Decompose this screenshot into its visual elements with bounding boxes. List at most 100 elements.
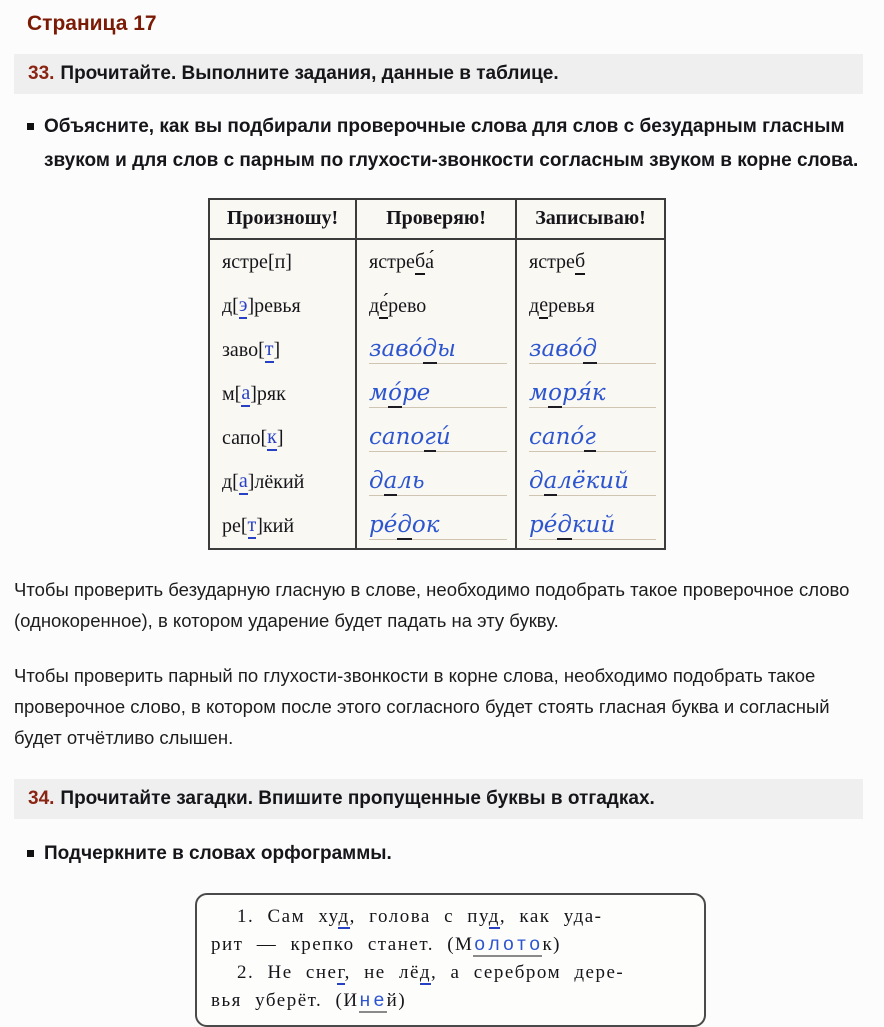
page-title: Страница 17 bbox=[27, 12, 157, 35]
explanation-paragraph-2: Чтобы проверить парный по глухости-звонк… bbox=[14, 665, 830, 748]
bullet-square-icon bbox=[27, 123, 34, 130]
marked-letter: к bbox=[267, 426, 277, 451]
text-segment: ]лёкий bbox=[247, 470, 305, 493]
handwritten-underlined-letter: г bbox=[584, 424, 596, 452]
underlined-letter: е bbox=[539, 294, 549, 319]
ruled-answer-line: далёкий bbox=[529, 468, 656, 496]
table-cell: сапо́г bbox=[515, 416, 664, 460]
table-cell: д е́ рево bbox=[355, 284, 515, 328]
text-segment: ]кий bbox=[256, 514, 295, 537]
table-cell: д[э]ревья bbox=[210, 284, 355, 328]
table-cell: м[а]ряк bbox=[210, 372, 355, 416]
text-segment: вья уберёт. (И bbox=[211, 990, 359, 1011]
text-segment: д bbox=[529, 294, 540, 317]
task-34-bar: 34. Прочитайте загадки. Впишите пропущенн… bbox=[14, 779, 863, 819]
text-segment: к) bbox=[542, 934, 562, 955]
task-33-bullet-text: Объясните, как вы подбирали проверочные … bbox=[44, 116, 859, 171]
table-row: д[а]лёкий даль далёкий bbox=[210, 460, 664, 504]
text-segment: заво[ bbox=[222, 338, 265, 361]
handwritten-text: ре́ bbox=[369, 512, 398, 538]
ruled-answer-line: мо́ре bbox=[369, 380, 507, 408]
riddle-line: 2. Не снег, не лёд, а серебром дере- bbox=[211, 959, 690, 987]
filled-letter: н bbox=[358, 990, 373, 1013]
table-cell: сапо[к] bbox=[210, 416, 355, 460]
text-segment: ястре bbox=[529, 250, 575, 273]
marked-letter: а bbox=[241, 382, 251, 407]
text-segment: , голова с пу bbox=[349, 906, 489, 927]
table-cell: ястре б а́ bbox=[355, 240, 515, 284]
table-row: сапо[к] сапоги́ сапо́г bbox=[210, 416, 664, 460]
handwritten-text: сапо́ bbox=[529, 424, 585, 450]
ruled-answer-line: сапо́г bbox=[529, 424, 656, 452]
text-segment: м[ bbox=[222, 382, 242, 405]
underlined-letter: д bbox=[419, 962, 432, 985]
ruled-answer-line: моря́к bbox=[529, 380, 656, 408]
task-33-text: Прочитайте. Выполните задания, данные в … bbox=[60, 63, 559, 84]
text-segment: ] bbox=[276, 426, 284, 449]
table-row: заво[т] заво́ды заво́д bbox=[210, 328, 664, 372]
text-segment: рит — крепко станет. (М bbox=[211, 934, 474, 955]
handwritten-text: заво́ bbox=[369, 336, 423, 362]
explanation-paragraph-1: Чтобы проверить безударную гласную в сло… bbox=[14, 579, 850, 631]
table-cell: мо́ре bbox=[355, 372, 515, 416]
handwritten-underlined-letter: а bbox=[383, 468, 398, 496]
table-header-pronounce: Произношу! bbox=[226, 207, 339, 229]
ruled-answer-line: заво́д bbox=[529, 336, 656, 364]
filled-letter: л bbox=[487, 934, 503, 957]
underlined-letter: г bbox=[337, 962, 345, 985]
handwritten-text: ок bbox=[411, 512, 440, 538]
handwritten-text: м bbox=[369, 380, 389, 406]
table-cell: заво́ды bbox=[355, 328, 515, 372]
table-cell: ястре[п] bbox=[210, 240, 355, 284]
handwritten-text: д bbox=[369, 468, 384, 494]
underlined-letter: е́ bbox=[379, 294, 389, 319]
filled-letter: о bbox=[473, 934, 488, 957]
text-segment: д bbox=[369, 294, 380, 317]
handwritten-underlined-letter: а bbox=[543, 468, 558, 496]
table-cell: далёкий bbox=[515, 460, 664, 504]
table-cell: сапоги́ bbox=[355, 416, 515, 460]
task-33-number: 33. bbox=[28, 63, 55, 84]
text-segment: ]ревья bbox=[247, 294, 301, 317]
handwritten-text: и́ bbox=[435, 424, 451, 450]
filled-letter: е bbox=[372, 990, 387, 1013]
text-segment: ] bbox=[273, 338, 281, 361]
task-33-bullet-item: Объясните, как вы подбирали проверочные … bbox=[27, 110, 860, 178]
table-body: ястре[п] ястре б а́ ястре б д[э]ревья д е́ рево д е… bbox=[210, 240, 664, 548]
ruled-answer-line: даль bbox=[369, 468, 507, 496]
riddle-line: вья уберёт. (Ин ей) bbox=[211, 987, 690, 1015]
marked-letter: т bbox=[247, 514, 257, 539]
handwritten-text: д bbox=[529, 468, 544, 494]
task-34-bullet-item: Подчеркните в словах орфограммы. bbox=[27, 837, 860, 871]
text-segment: й) bbox=[386, 990, 407, 1011]
handwritten-text: м bbox=[529, 380, 549, 406]
text-segment: , не лё bbox=[344, 962, 420, 983]
table-cell: д е ревья bbox=[515, 284, 664, 328]
bullet-square-icon bbox=[27, 850, 34, 857]
table-cell: ястре б bbox=[515, 240, 664, 284]
underlined-letter: б bbox=[574, 250, 586, 275]
table-row: ястре[п] ястре б а́ ястре б bbox=[210, 240, 664, 284]
table-cell: ре́дкий bbox=[515, 504, 664, 548]
ruled-answer-line: ре́дкий bbox=[529, 512, 656, 540]
text-segment: сапо[ bbox=[222, 426, 268, 449]
underlined-letter: д bbox=[488, 906, 500, 929]
table-header-check: Проверяю! bbox=[355, 200, 515, 238]
task-34-number: 34. bbox=[28, 788, 55, 809]
task-34-bullet-text: Подчеркните в словах орфограммы. bbox=[44, 843, 392, 864]
handwritten-text: лёкий bbox=[557, 468, 629, 494]
underlined-letter: д bbox=[338, 906, 350, 929]
handwritten-text: ре bbox=[401, 380, 431, 406]
table-cell: ре́док bbox=[355, 504, 515, 548]
text-segment: 1. Сам ху bbox=[237, 906, 339, 927]
table-row: д[э]ревья д е́ рево д е ревья bbox=[210, 284, 664, 328]
text-segment: , а серебром дере- bbox=[431, 962, 625, 983]
text-segment: ре[ bbox=[222, 514, 248, 537]
text-segment: ястре bbox=[369, 250, 415, 273]
riddle-line: 1. Сам худ, голова с пуд, как уда- bbox=[211, 903, 690, 931]
handwritten-text: заво́ bbox=[529, 336, 583, 362]
table-row: ре[т]кий ре́док ре́дкий bbox=[210, 504, 664, 548]
task-33-bar: 33. Прочитайте. Выполните задания, данные… bbox=[14, 54, 863, 94]
text-segment: ястре[п] bbox=[222, 250, 292, 273]
text-segment: д[ bbox=[222, 470, 239, 493]
